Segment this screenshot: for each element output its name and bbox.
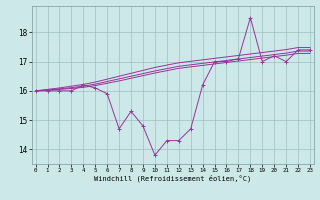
X-axis label: Windchill (Refroidissement éolien,°C): Windchill (Refroidissement éolien,°C): [94, 175, 252, 182]
